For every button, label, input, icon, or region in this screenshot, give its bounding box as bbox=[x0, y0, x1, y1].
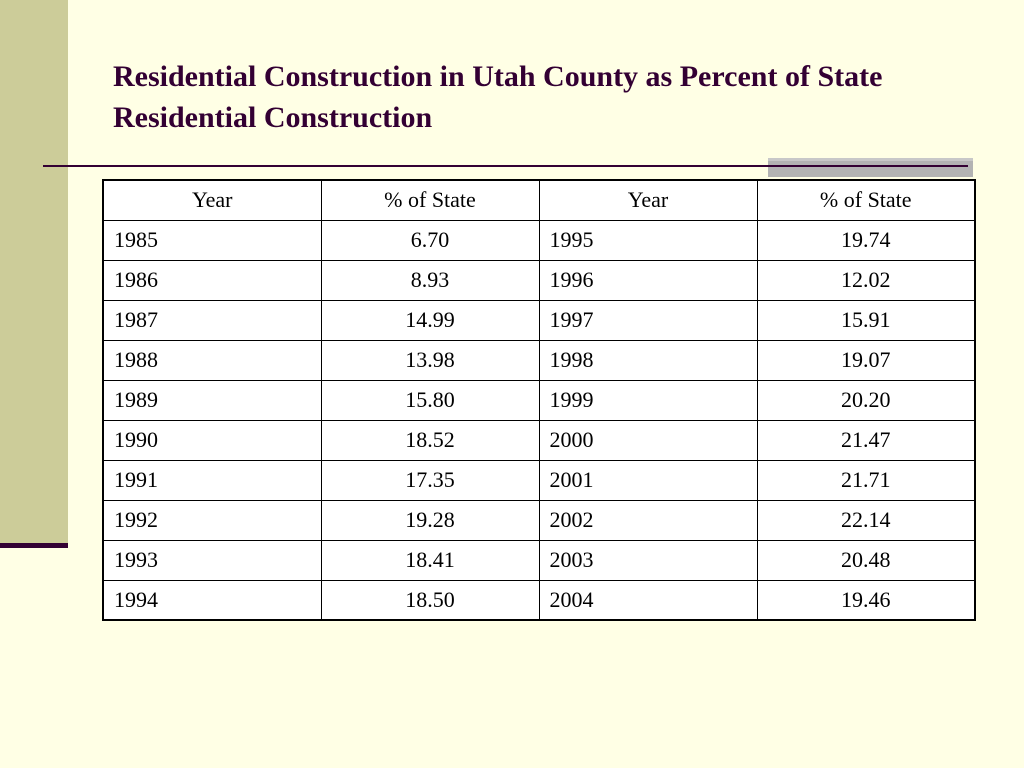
percent-cell-left: 17.35 bbox=[320, 459, 540, 501]
table-row: 1994 18.50 2004 19.46 bbox=[102, 579, 976, 621]
year-cell-right: 2001 bbox=[538, 459, 758, 501]
percent-cell-right: 15.91 bbox=[756, 299, 976, 341]
percent-cell-right: 20.20 bbox=[756, 379, 976, 421]
year-cell-left: 1990 bbox=[102, 419, 322, 461]
table-row: 1993 18.41 2003 20.48 bbox=[102, 539, 976, 581]
percent-cell-left: 6.70 bbox=[320, 219, 540, 261]
year-cell-left: 1991 bbox=[102, 459, 322, 501]
year-cell-right: 2000 bbox=[538, 419, 758, 461]
percent-cell-left: 14.99 bbox=[320, 299, 540, 341]
year-cell-left: 1989 bbox=[102, 379, 322, 421]
construction-percent-table: Year % of State Year % of State 1985 6.7… bbox=[102, 179, 976, 621]
year-cell-left: 1987 bbox=[102, 299, 322, 341]
header-percent-right: % of State bbox=[756, 179, 976, 221]
year-cell-right: 2004 bbox=[538, 579, 758, 621]
percent-cell-right: 21.47 bbox=[756, 419, 976, 461]
percent-cell-left: 18.50 bbox=[320, 579, 540, 621]
table-header-row: Year % of State Year % of State bbox=[102, 179, 976, 221]
percent-cell-right: 19.46 bbox=[756, 579, 976, 621]
percent-cell-right: 21.71 bbox=[756, 459, 976, 501]
year-cell-left: 1994 bbox=[102, 579, 322, 621]
percent-cell-right: 19.74 bbox=[756, 219, 976, 261]
year-cell-right: 1999 bbox=[538, 379, 758, 421]
year-cell-right: 1998 bbox=[538, 339, 758, 381]
slide-title: Residential Construction in Utah County … bbox=[113, 60, 883, 134]
table-row: 1989 15.80 1999 20.20 bbox=[102, 379, 976, 421]
percent-cell-right: 12.02 bbox=[756, 259, 976, 301]
year-cell-left: 1985 bbox=[102, 219, 322, 261]
percent-cell-right: 20.48 bbox=[756, 539, 976, 581]
year-cell-right: 2003 bbox=[538, 539, 758, 581]
header-percent-left: % of State bbox=[320, 179, 540, 221]
table-row: 1987 14.99 1997 15.91 bbox=[102, 299, 976, 341]
percent-cell-left: 19.28 bbox=[320, 499, 540, 541]
year-cell-right: 1997 bbox=[538, 299, 758, 341]
year-cell-right: 2002 bbox=[538, 499, 758, 541]
table-row: 1985 6.70 1995 19.74 bbox=[102, 219, 976, 261]
table-row: 1991 17.35 2001 21.71 bbox=[102, 459, 976, 501]
percent-cell-left: 8.93 bbox=[320, 259, 540, 301]
year-cell-right: 1996 bbox=[538, 259, 758, 301]
percent-cell-left: 18.41 bbox=[320, 539, 540, 581]
table-row: 1992 19.28 2002 22.14 bbox=[102, 499, 976, 541]
percent-cell-left: 13.98 bbox=[320, 339, 540, 381]
left-decorative-bar bbox=[0, 0, 68, 545]
header-year-right: Year bbox=[538, 179, 758, 221]
title-rule-gray-highlight bbox=[768, 158, 973, 161]
left-bar-accent-line bbox=[0, 543, 68, 548]
header-year-left: Year bbox=[102, 179, 322, 221]
table-row: 1988 13.98 1998 19.07 bbox=[102, 339, 976, 381]
table-row: 1990 18.52 2000 21.47 bbox=[102, 419, 976, 461]
percent-cell-right: 19.07 bbox=[756, 339, 976, 381]
percent-cell-right: 22.14 bbox=[756, 499, 976, 541]
percent-cell-left: 18.52 bbox=[320, 419, 540, 461]
table-row: 1986 8.93 1996 12.02 bbox=[102, 259, 976, 301]
year-cell-left: 1988 bbox=[102, 339, 322, 381]
title-divider-line bbox=[43, 165, 968, 167]
year-cell-left: 1992 bbox=[102, 499, 322, 541]
title-rule-gray-accent bbox=[768, 158, 973, 177]
percent-cell-left: 15.80 bbox=[320, 379, 540, 421]
year-cell-left: 1986 bbox=[102, 259, 322, 301]
year-cell-right: 1995 bbox=[538, 219, 758, 261]
year-cell-left: 1993 bbox=[102, 539, 322, 581]
